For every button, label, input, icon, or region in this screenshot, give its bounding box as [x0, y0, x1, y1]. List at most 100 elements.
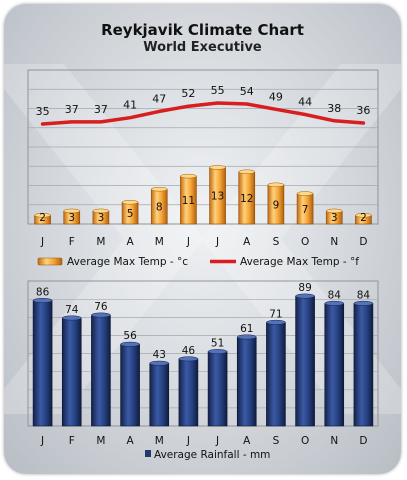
- x-tick-label: J: [186, 236, 190, 248]
- bar-rainfall: [91, 314, 111, 427]
- bar-celsius-cap: [180, 173, 197, 179]
- bar-rainfall: [353, 303, 374, 427]
- chart-subtitle: World Executive: [143, 40, 262, 55]
- bar-value-label-celsius: 2: [39, 212, 46, 224]
- bar-value-label-rainfall: 89: [298, 282, 311, 294]
- bar-value-label-celsius: 2: [360, 212, 367, 224]
- bar-rainfall: [266, 322, 286, 427]
- bar-value-label-rainfall: 74: [65, 304, 79, 316]
- line-value-label-fahrenheit: 52: [181, 87, 195, 100]
- x-tick-label: D: [359, 435, 367, 447]
- legend-swatch-rainfall: [145, 450, 151, 457]
- temp-line-labels: 35 37 37 41 47 52 55 54 49 44 38 36: [36, 84, 371, 118]
- rain-bar-labels: 86 74 76 56 43 46 51 61 71 89 84 84: [36, 282, 371, 361]
- bar-value-label-rainfall: 43: [153, 349, 166, 361]
- x-tick-label: A: [126, 236, 134, 248]
- bar-celsius-cap: [326, 208, 343, 214]
- legend-swatch-celsius: [37, 257, 63, 266]
- bar-rainfall-cap: [207, 349, 228, 354]
- x-tick-label: F: [69, 435, 75, 447]
- line-value-label-fahrenheit: 47: [152, 92, 166, 105]
- bar-value-label-rainfall: 84: [357, 289, 371, 301]
- x-tick-label: N: [330, 435, 338, 447]
- bar-celsius-cap: [121, 200, 139, 205]
- bar-value-label-rainfall: 51: [211, 338, 224, 350]
- bar-value-label-rainfall: 76: [94, 301, 108, 313]
- bar-value-label-rainfall: 46: [182, 345, 196, 357]
- bar-rainfall-cap: [237, 334, 257, 340]
- bar-rainfall: [178, 358, 199, 427]
- temp-gridlines: [28, 88, 378, 206]
- bar-value-label-celsius: 3: [98, 212, 105, 224]
- rain-legend: Average Rainfall - mm: [145, 449, 270, 461]
- legend-label-fahrenheit: Average Max Temp - °f: [240, 256, 359, 268]
- bar-value-label-rainfall: 86: [36, 286, 50, 298]
- bar-value-label-celsius: 13: [211, 191, 224, 203]
- legend-label-celsius: Average Max Temp - °c: [67, 256, 188, 268]
- bar-value-label-rainfall: 61: [240, 323, 253, 335]
- line-value-label-fahrenheit: 49: [269, 90, 283, 103]
- bar-rainfall-cap: [91, 312, 111, 318]
- x-tick-label: M: [96, 435, 105, 447]
- bar-value-label-celsius: 8: [156, 202, 163, 214]
- bar-value-label-celsius: 5: [127, 208, 134, 220]
- bar-rainfall: [120, 343, 140, 427]
- bar-rainfall: [236, 336, 257, 427]
- line-value-label-fahrenheit: 54: [240, 85, 254, 98]
- bar-rainfall-cap: [353, 300, 374, 306]
- line-value-label-fahrenheit: 36: [356, 104, 370, 117]
- x-tick-label: M: [96, 236, 105, 248]
- bar-value-label-celsius: 3: [68, 212, 75, 224]
- x-tick-label: M: [155, 435, 164, 447]
- bar-rainfall: [295, 295, 315, 427]
- x-tick-label: O: [301, 236, 309, 248]
- bar-celsius-cap: [296, 191, 314, 196]
- bar-value-label-rainfall: 56: [123, 330, 137, 342]
- climate-chart-card: Reykjavik Climate Chart World Executive …: [4, 4, 401, 474]
- bar-rainfall-cap: [62, 315, 82, 321]
- chart-title: Reykjavik Climate Chart: [101, 21, 304, 39]
- temp-bar-labels: 2 3 3 5 8 11 13 12 9 7 3 2: [39, 191, 367, 224]
- rain-bars: [32, 293, 374, 427]
- line-value-label-fahrenheit: 38: [327, 102, 341, 115]
- x-tick-label: O: [301, 435, 309, 447]
- series-line-fahrenheit: [40, 101, 366, 126]
- x-tick-label: F: [69, 236, 75, 248]
- bar-rainfall-cap: [178, 356, 199, 362]
- line-value-label-fahrenheit: 44: [298, 96, 312, 109]
- x-tick-label: A: [243, 236, 251, 248]
- bar-rainfall: [207, 351, 228, 427]
- bar-value-label-celsius: 7: [302, 204, 309, 216]
- temp-bars: [34, 165, 372, 225]
- x-tick-label: N: [330, 236, 338, 248]
- bar-rainfall-cap: [32, 297, 53, 303]
- x-tick-label: S: [273, 435, 280, 447]
- x-tick-label: J: [40, 435, 44, 447]
- bar-rainfall-cap: [149, 360, 169, 366]
- line-value-label-fahrenheit: 35: [36, 105, 50, 118]
- x-tick-label: M: [155, 236, 164, 248]
- bar-celsius-cap: [92, 208, 110, 214]
- bar-rainfall: [149, 362, 170, 427]
- bar-celsius-cap: [34, 213, 51, 218]
- bar-value-label-rainfall: 84: [328, 289, 342, 301]
- x-tick-label: D: [359, 236, 367, 248]
- bar-celsius-cap: [151, 186, 168, 192]
- bar-rainfall-cap: [266, 319, 286, 325]
- bar-value-label-celsius: 12: [240, 193, 253, 205]
- bar-rainfall-cap: [295, 293, 315, 299]
- line-value-label-fahrenheit: 55: [211, 84, 225, 97]
- bar-rainfall: [32, 300, 53, 427]
- x-tick-label: J: [186, 435, 190, 447]
- bar-value-label-rainfall: 71: [269, 308, 282, 320]
- x-tick-label: J: [215, 435, 219, 447]
- line-value-label-fahrenheit: 41: [123, 99, 137, 112]
- bar-rainfall-cap: [120, 341, 140, 347]
- bar-celsius-cap: [267, 182, 285, 188]
- bar-value-label-celsius: 11: [182, 195, 195, 207]
- x-tick-label: A: [243, 435, 251, 447]
- bar-celsius-cap: [355, 213, 372, 218]
- line-value-label-fahrenheit: 37: [65, 103, 79, 116]
